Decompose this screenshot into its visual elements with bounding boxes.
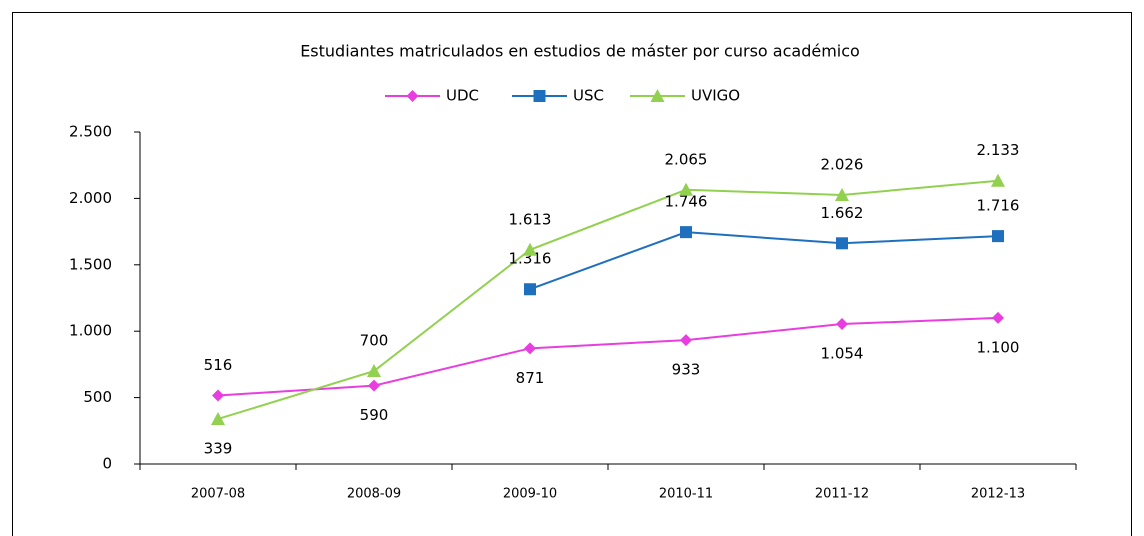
legend-marker	[533, 90, 546, 102]
point	[211, 411, 225, 425]
x-tick-label: 2009-10	[503, 487, 557, 502]
point	[679, 182, 693, 196]
point	[524, 283, 536, 296]
y-tick-label: 2.500	[69, 123, 112, 141]
data-label: 1.316	[509, 250, 552, 268]
point	[523, 242, 537, 256]
legend-marker	[406, 90, 419, 102]
legend-label: UDC	[446, 87, 479, 105]
point	[992, 230, 1004, 243]
legend-marker	[650, 89, 665, 102]
legend-label: UVIGO	[691, 87, 740, 105]
point	[835, 187, 849, 201]
point	[992, 311, 1004, 324]
point	[991, 173, 1005, 187]
y-tick-label: 2.000	[69, 189, 112, 207]
data-label: 1.054	[821, 345, 864, 363]
point	[524, 342, 536, 355]
data-label: 590	[360, 406, 389, 424]
x-tick-label: 2012-13	[971, 487, 1025, 502]
data-label: 933	[672, 361, 701, 379]
y-tick-label: 1.500	[69, 255, 112, 273]
point	[368, 379, 380, 392]
data-label: 1.716	[977, 197, 1020, 215]
point	[836, 318, 848, 331]
legend-label: USC	[573, 87, 604, 105]
data-label: 2.065	[665, 150, 708, 168]
point	[836, 237, 848, 250]
data-label: 2.133	[977, 141, 1020, 159]
data-label: 2.026	[821, 155, 864, 173]
series-line	[217, 316, 999, 397]
data-label: 1.746	[665, 193, 708, 211]
chart-title: Estudiantes matriculados en estudios de …	[300, 42, 860, 61]
x-tick-label: 2008-09	[347, 487, 401, 502]
data-label: 1.662	[821, 204, 864, 222]
data-label: 1.100	[977, 338, 1020, 356]
data-label: 339	[204, 439, 233, 457]
x-tick-label: 2011-12	[815, 487, 869, 502]
series-line	[529, 231, 999, 291]
point	[212, 389, 224, 402]
data-label: 871	[516, 369, 545, 387]
point	[680, 334, 692, 347]
data-label: 1.613	[509, 210, 552, 228]
point	[367, 364, 381, 378]
x-tick-label: 2010-11	[659, 487, 713, 502]
y-tick-label: 1.000	[69, 322, 112, 340]
x-tick-label: 2007-08	[191, 487, 245, 502]
y-tick-label: 0	[102, 455, 112, 473]
data-label: 516	[204, 356, 233, 374]
data-label: 700	[360, 332, 389, 350]
series-line	[217, 179, 999, 420]
point	[680, 226, 692, 239]
y-tick-label: 500	[83, 388, 112, 406]
